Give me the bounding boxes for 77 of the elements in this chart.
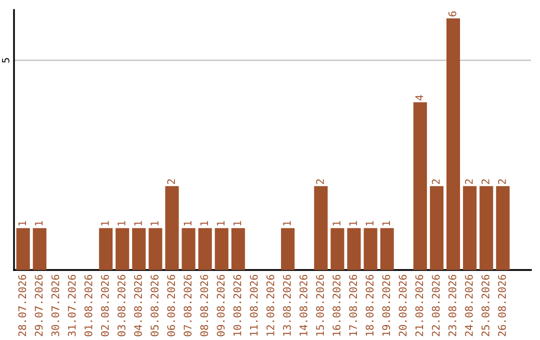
bar [16, 228, 30, 270]
data-label: 1 [283, 221, 291, 226]
bar [116, 228, 130, 270]
bar [496, 186, 510, 270]
x-tick-label: 08.08.2026 [200, 274, 208, 336]
x-tick-label: 23.08.2026 [448, 274, 456, 336]
data-label: 1 [332, 221, 340, 226]
bar [314, 186, 328, 270]
x-tick-label: 30.07.2026 [51, 274, 60, 336]
bar [480, 186, 494, 270]
x-tick-label: 10.08.2026 [233, 274, 242, 336]
data-label: 1 [216, 221, 225, 226]
data-label: 1 [233, 221, 242, 226]
data-label: 6 [448, 11, 456, 16]
bar [99, 228, 113, 270]
x-tick-label: 05.08.2026 [150, 274, 158, 336]
x-tick-label: 04.08.2026 [134, 274, 142, 336]
x-tick-label: 07.08.2026 [184, 274, 192, 336]
x-tick-label: 21.08.2026 [415, 274, 424, 336]
x-tick-label: 12.08.2026 [266, 274, 274, 336]
x-tick-label: 09.08.2026 [216, 274, 225, 336]
bar [463, 186, 477, 270]
bar [281, 228, 295, 270]
bar [380, 228, 394, 270]
y-tick-label: 5 [2, 58, 10, 63]
data-label: 1 [18, 221, 26, 226]
data-label: 2 [432, 179, 440, 184]
data-label: 1 [134, 221, 142, 226]
x-tick-label: 26.08.2026 [498, 274, 506, 336]
x-tick-label: 13.08.2026 [282, 274, 291, 336]
x-tick-label: 06.08.2026 [167, 274, 176, 336]
bar [231, 228, 245, 270]
bar [413, 102, 427, 270]
data-label: 1 [150, 221, 158, 226]
data-label: 1 [349, 221, 357, 226]
x-tick-label: 16.08.2026 [332, 274, 340, 336]
data-label: 2 [498, 179, 506, 184]
bar [330, 228, 344, 270]
data-label: 1 [101, 221, 109, 226]
x-tick-label: 25.08.2026 [482, 274, 490, 336]
x-tick-label: 29.07.2026 [34, 274, 43, 336]
x-tick-label: 02.08.2026 [100, 274, 109, 336]
x-tick-label: 22.08.2026 [432, 274, 440, 336]
data-label: 1 [366, 221, 374, 226]
x-tick-label: 20.08.2026 [398, 274, 407, 336]
data-label: 2 [167, 179, 175, 184]
x-tick-label: 17.08.2026 [349, 274, 358, 336]
x-tick-label: 18.08.2026 [366, 274, 374, 336]
bar [165, 186, 179, 270]
data-label: 2 [464, 179, 473, 184]
bar [182, 228, 196, 270]
bar [214, 228, 228, 270]
x-tick-label: 03.08.2026 [118, 274, 126, 336]
data-label: 1 [118, 221, 126, 226]
x-tick-label: 28.07.2026 [18, 274, 26, 336]
x-tick-label: 01.08.2026 [84, 274, 92, 336]
data-label: 1 [200, 221, 208, 226]
x-tick-label: 14.08.2026 [300, 274, 308, 336]
data-label: 1 [184, 221, 192, 226]
bar [430, 186, 444, 270]
data-label: 2 [316, 179, 324, 184]
x-tick-label: 11.08.2026 [250, 274, 258, 336]
x-tick-label: 19.08.2026 [382, 274, 390, 336]
bar [198, 228, 212, 270]
bar [148, 228, 162, 270]
x-tick-label: 15.08.2026 [316, 274, 324, 336]
bar [32, 228, 46, 270]
bar [446, 18, 460, 270]
bar [364, 228, 378, 270]
bar [132, 228, 146, 270]
data-label: 1 [382, 221, 390, 226]
data-label: 1 [34, 221, 43, 226]
x-tick-label: 24.08.2026 [464, 274, 473, 336]
bar [347, 228, 361, 270]
x-tick-label: 31.07.2026 [68, 274, 76, 336]
data-label: 4 [415, 95, 424, 100]
data-label: 2 [482, 179, 490, 184]
